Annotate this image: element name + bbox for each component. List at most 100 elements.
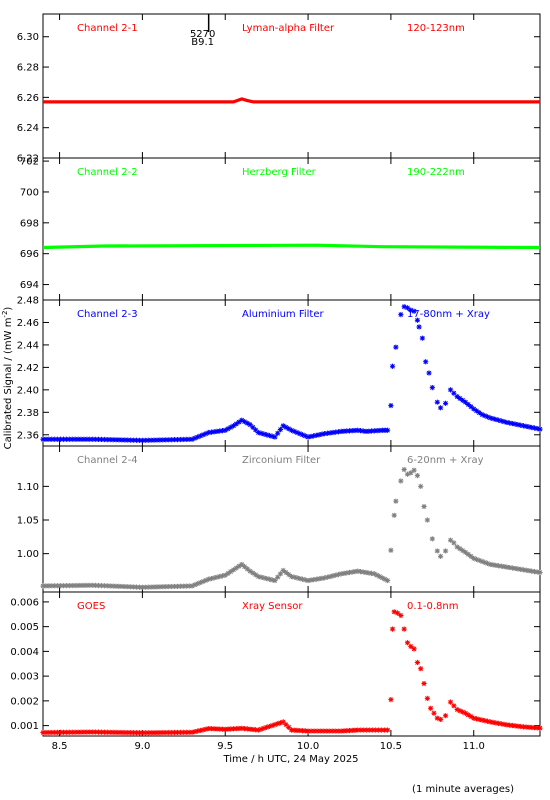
y-tick-label: 694	[20, 280, 39, 291]
data-point	[447, 387, 454, 393]
data-point	[63, 583, 69, 589]
data-point	[211, 575, 217, 581]
data-point	[384, 577, 391, 584]
data-point	[323, 728, 329, 734]
data-point	[283, 424, 289, 430]
data-point	[471, 406, 477, 412]
data-point	[421, 680, 427, 687]
data-point	[352, 427, 358, 434]
data-point	[479, 717, 485, 723]
data-point	[101, 729, 107, 735]
data-point	[398, 612, 404, 619]
data-point	[104, 729, 110, 735]
data-point	[338, 571, 344, 577]
data-point	[119, 729, 125, 736]
data-point	[255, 429, 261, 436]
data-point	[468, 553, 474, 559]
data-point	[228, 726, 234, 732]
data-point	[230, 423, 237, 429]
y-tick-label: 2.40	[17, 385, 39, 396]
data-point	[515, 723, 521, 729]
data-point	[531, 568, 538, 575]
data-point	[408, 307, 414, 313]
data-point	[241, 419, 248, 425]
y-tick-label: 2.48	[17, 296, 39, 307]
data-point	[460, 709, 466, 715]
data-point	[277, 426, 284, 433]
data-point	[330, 573, 336, 579]
data-point	[355, 427, 361, 433]
data-point	[272, 722, 278, 728]
data-point	[133, 437, 140, 443]
data-point	[291, 574, 297, 580]
series-line	[43, 97, 540, 104]
data-point	[247, 726, 253, 732]
data-point	[429, 385, 435, 391]
data-point	[526, 424, 532, 430]
data-point	[166, 583, 172, 590]
data-point	[228, 424, 234, 430]
data-point	[314, 728, 320, 734]
data-point	[434, 548, 440, 554]
data-point	[507, 564, 513, 571]
data-point	[294, 429, 300, 436]
data-point	[316, 432, 322, 438]
data-point	[125, 729, 131, 736]
data-point	[352, 727, 358, 733]
data-point	[160, 437, 166, 443]
data-point	[327, 430, 333, 436]
y-tick-label: 1.05	[17, 516, 39, 527]
data-point	[338, 428, 344, 434]
data-point	[148, 730, 154, 736]
data-point	[49, 436, 55, 442]
data-point	[484, 718, 491, 724]
data-point	[327, 573, 333, 580]
data-point	[171, 729, 178, 736]
data-point	[87, 729, 93, 735]
data-point	[160, 584, 166, 590]
data-point	[157, 584, 163, 590]
data-point	[40, 583, 46, 589]
data-point	[454, 706, 460, 713]
data-point	[244, 726, 250, 732]
data-point	[81, 582, 87, 588]
data-point	[404, 305, 411, 311]
y-axis-label-main: Calibrated Signal / (mW m	[3, 318, 14, 450]
data-point	[84, 582, 90, 588]
data-point	[358, 727, 364, 733]
data-point	[217, 428, 223, 434]
data-point	[75, 582, 81, 589]
data-point	[46, 729, 52, 736]
data-point	[125, 584, 131, 590]
data-point	[424, 517, 430, 523]
data-point	[322, 431, 328, 437]
data-point	[520, 423, 527, 429]
data-point	[438, 553, 444, 559]
panel-title-mid: Aluminium Filter	[242, 309, 325, 320]
data-point	[52, 436, 58, 442]
data-point	[389, 626, 396, 632]
data-point	[110, 437, 116, 443]
data-point	[131, 437, 137, 443]
panel-title-right: 17-80nm + Xray	[407, 309, 490, 320]
data-point	[313, 432, 319, 438]
panel-frame	[42, 591, 541, 737]
data-point	[317, 728, 323, 734]
data-point	[55, 436, 61, 442]
data-point	[160, 729, 166, 736]
data-point	[482, 413, 488, 419]
data-point	[219, 428, 226, 434]
data-point	[116, 583, 122, 589]
data-point	[447, 699, 454, 705]
y-tick-label: 0.004	[10, 647, 39, 658]
data-point	[211, 429, 217, 435]
data-point	[177, 729, 184, 736]
data-point	[438, 716, 444, 723]
data-point	[286, 724, 292, 730]
data-point	[376, 727, 382, 733]
data-point	[43, 583, 49, 589]
data-point	[305, 434, 311, 440]
y-tick-label: 0.006	[10, 597, 39, 608]
data-point	[104, 436, 110, 443]
data-point	[195, 728, 201, 734]
